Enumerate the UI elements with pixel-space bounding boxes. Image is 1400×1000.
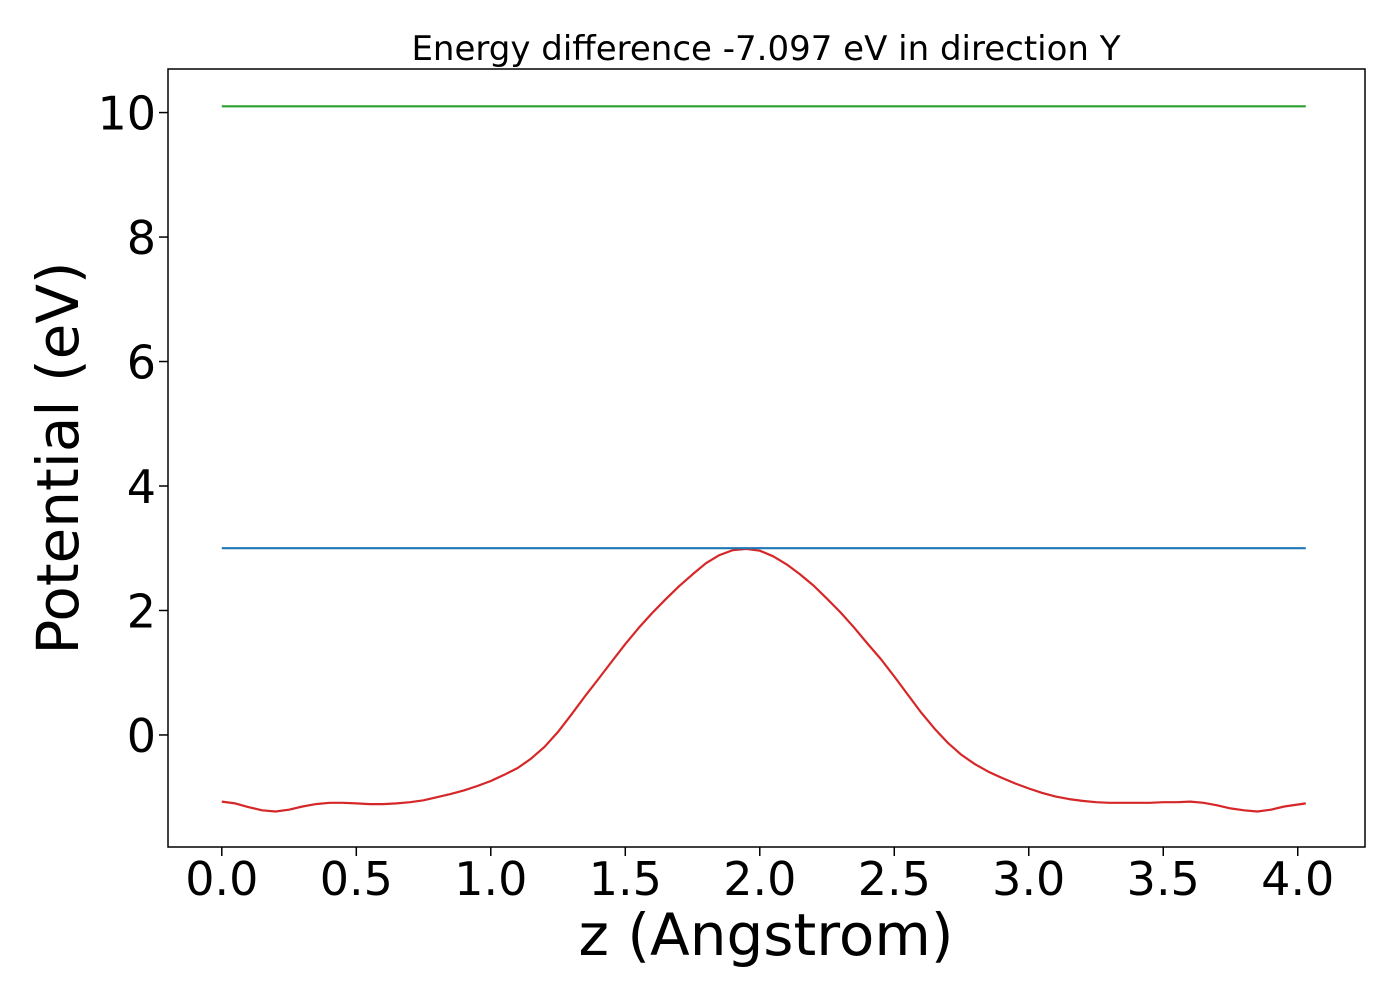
y-axis: 0 2 4 6 8 10 <box>97 87 168 763</box>
x-tick-label: 3.0 <box>992 852 1065 906</box>
y-tick-label: 0 <box>127 709 156 763</box>
plot-frame <box>167 68 1366 848</box>
y-tick-label: 6 <box>127 336 156 390</box>
y-tick-label: 2 <box>127 584 156 638</box>
y-axis-label: Potential (eV) <box>24 261 92 654</box>
x-tick-label: 0.0 <box>185 852 258 906</box>
x-tick-label: 0.5 <box>320 852 393 906</box>
y-tick-label: 10 <box>97 87 156 141</box>
x-tick-label: 2.5 <box>858 852 931 906</box>
x-tick-label: 1.5 <box>589 852 662 906</box>
x-axis: 0.0 0.5 1.0 1.5 2.0 2.5 3.0 3.5 4.0 <box>185 847 1334 906</box>
x-tick-label: 3.5 <box>1127 852 1200 906</box>
y-tick-label: 8 <box>127 211 156 265</box>
y-tick-label: 4 <box>127 460 156 514</box>
series-line-0 <box>221 547 1306 813</box>
x-tick-label: 2.0 <box>723 852 796 906</box>
series-layer <box>221 105 1306 813</box>
x-tick-label: 1.0 <box>454 852 527 906</box>
x-tick-label: 4.0 <box>1261 852 1334 906</box>
x-axis-label: z (Angstrom) <box>579 901 954 969</box>
chart-title: Energy difference -7.097 eV in direction… <box>411 29 1120 69</box>
